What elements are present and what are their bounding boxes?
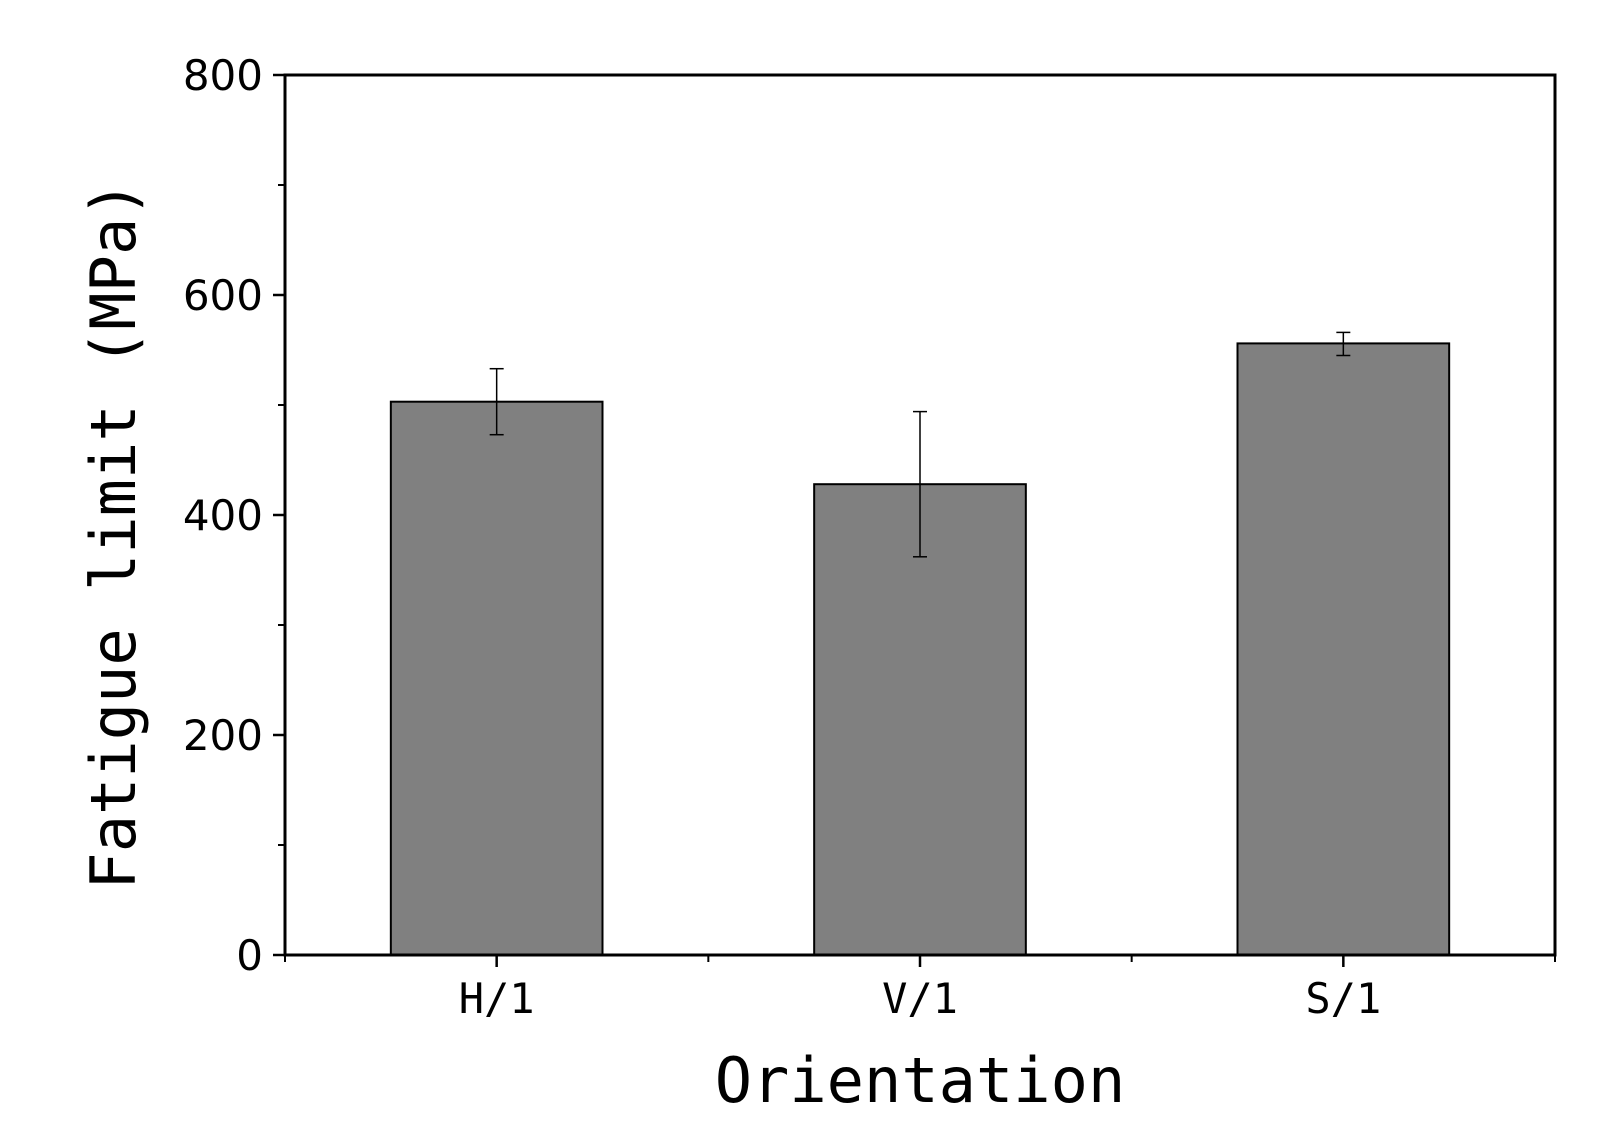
bar-h-1 (389, 400, 604, 956)
y-axis-title: Fatigue limit (MPa) (77, 180, 150, 889)
y-tick-label: 800 (183, 51, 263, 100)
x-tick-label: H/1 (459, 974, 535, 1023)
x-axis-title: Orientation (715, 1044, 1126, 1117)
bar-s-1 (1236, 342, 1451, 956)
x-tick-label: V/1 (882, 974, 958, 1023)
bar-v-1 (813, 483, 1027, 956)
x-tick-label: S/1 (1305, 974, 1381, 1023)
y-axis-ticks: 0 200 400 600 800 (183, 51, 285, 980)
x-axis-ticks: H/1 V/1 S/1 (284, 955, 1556, 1023)
y-tick-label: 400 (183, 491, 263, 540)
y-tick-label: 200 (183, 711, 263, 760)
y-tick-label: 0 (236, 931, 263, 980)
y-tick-label: 600 (183, 271, 263, 320)
error-bars-group (489, 331, 1351, 558)
